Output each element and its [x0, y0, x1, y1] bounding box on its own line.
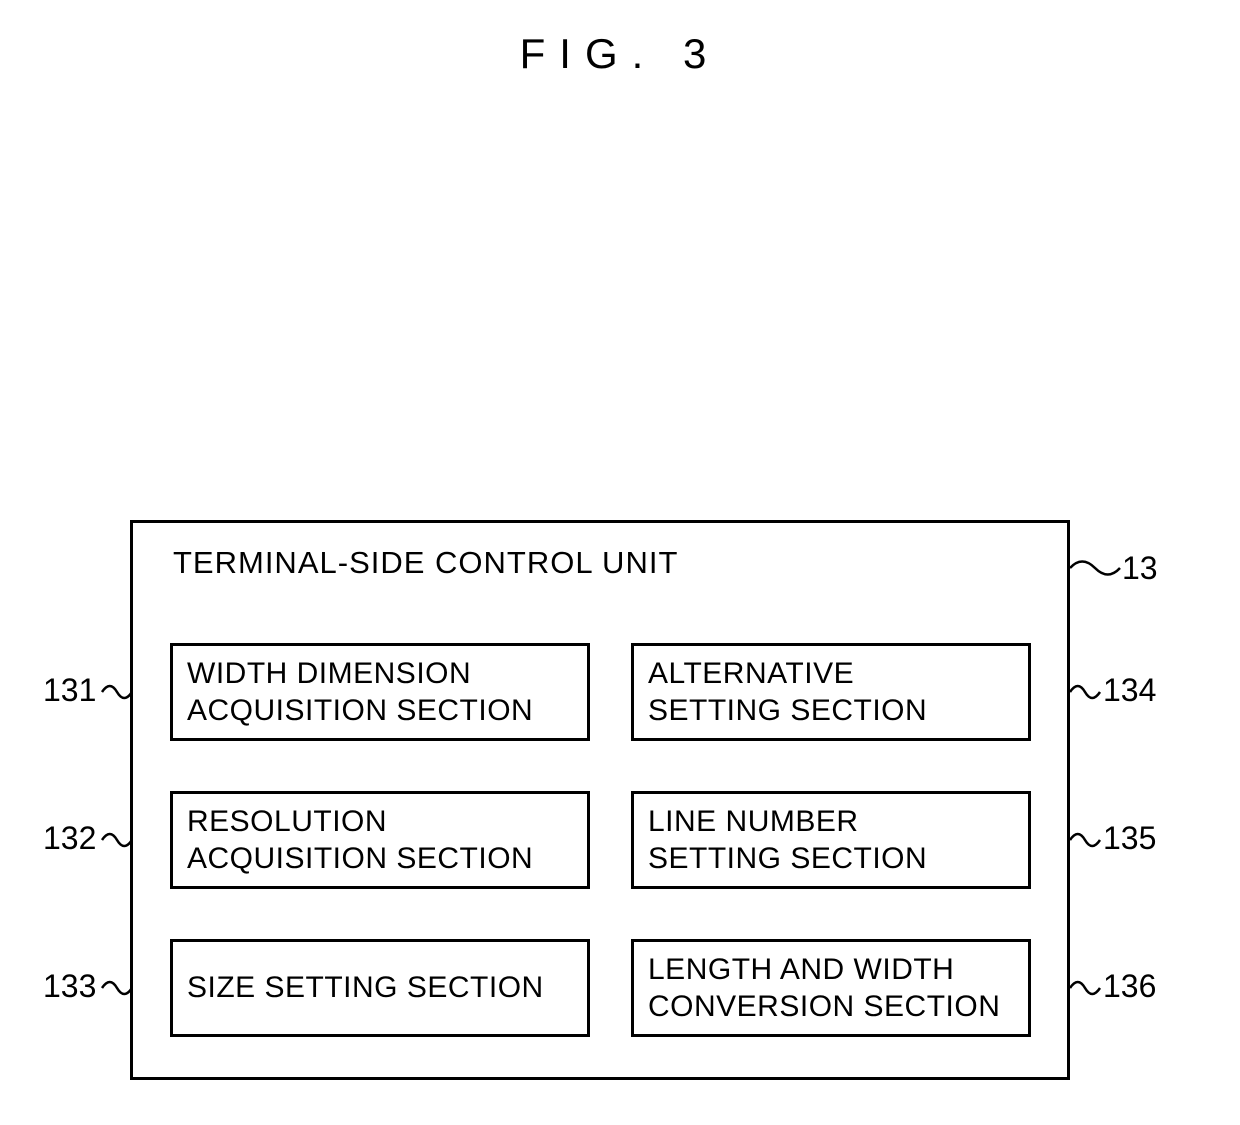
ref-131: 131 [43, 672, 96, 709]
ref-135: 135 [1103, 820, 1156, 857]
lead-line-icon [1070, 678, 1100, 706]
container-title: TERMINAL-SIDE CONTROL UNIT [173, 545, 678, 581]
section-alternative-setting: ALTERNATIVE SETTING SECTION [631, 643, 1031, 741]
lead-line-icon [1070, 826, 1100, 854]
lead-line-icon [102, 678, 132, 706]
section-label: SIZE SETTING SECTION [187, 969, 544, 1007]
section-width-dimension-acquisition: WIDTH DIMENSION ACQUISITION SECTION [170, 643, 590, 741]
lead-line-icon [102, 826, 132, 854]
section-size-setting: SIZE SETTING SECTION [170, 939, 590, 1037]
section-label: ALTERNATIVE SETTING SECTION [648, 655, 927, 730]
lead-line-icon [102, 974, 132, 1002]
section-label: WIDTH DIMENSION ACQUISITION SECTION [187, 655, 533, 730]
section-length-width-conversion: LENGTH AND WIDTH CONVERSION SECTION [631, 939, 1031, 1037]
section-label: LINE NUMBER SETTING SECTION [648, 803, 927, 878]
section-label: LENGTH AND WIDTH CONVERSION SECTION [648, 951, 1000, 1026]
lead-line-icon [1070, 553, 1120, 583]
lead-line-icon [1070, 974, 1100, 1002]
ref-13: 13 [1122, 550, 1158, 587]
terminal-side-control-unit-box: TERMINAL-SIDE CONTROL UNIT WIDTH DIMENSI… [130, 520, 1070, 1080]
ref-132: 132 [43, 820, 96, 857]
section-resolution-acquisition: RESOLUTION ACQUISITION SECTION [170, 791, 590, 889]
ref-133: 133 [43, 968, 96, 1005]
figure-title: FIG. 3 [520, 30, 721, 78]
section-label: RESOLUTION ACQUISITION SECTION [187, 803, 533, 878]
ref-136: 136 [1103, 968, 1156, 1005]
ref-134: 134 [1103, 672, 1156, 709]
section-line-number-setting: LINE NUMBER SETTING SECTION [631, 791, 1031, 889]
